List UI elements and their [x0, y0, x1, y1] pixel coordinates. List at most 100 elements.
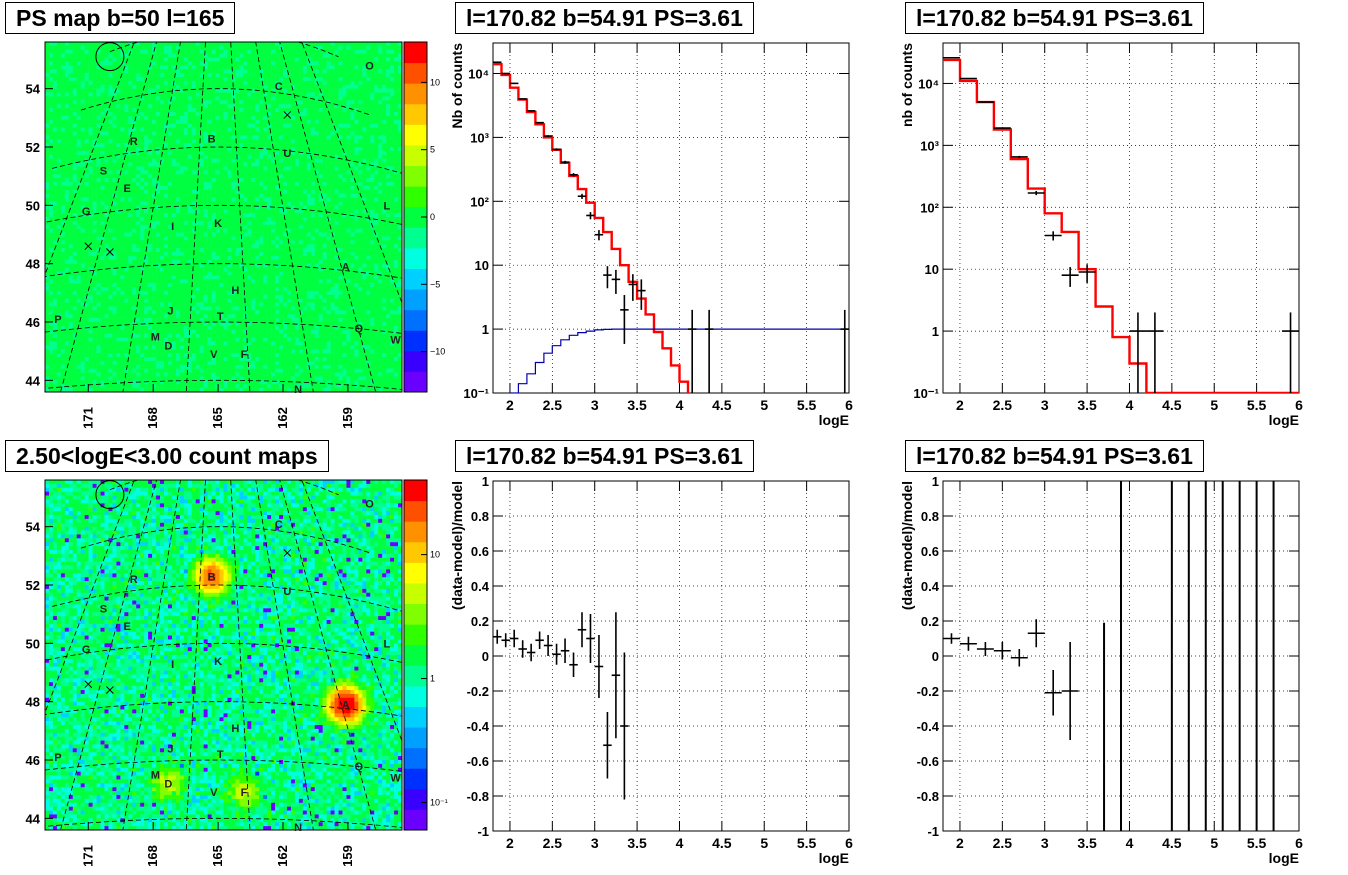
map-cell [203, 189, 208, 194]
map-cell [183, 306, 189, 311]
map-cell [80, 224, 85, 229]
map-cell [152, 248, 157, 253]
map-cell [45, 135, 50, 140]
map-cell [211, 310, 216, 315]
map-cell [104, 80, 109, 86]
map-cell [104, 139, 109, 144]
map-cell [171, 45, 177, 51]
map-cell [207, 364, 212, 369]
map-cell [45, 193, 50, 198]
map-cell [207, 263, 212, 268]
map-cell [183, 49, 189, 54]
map-cell [171, 119, 177, 124]
map-cell [215, 112, 220, 117]
map-cell [235, 349, 240, 354]
map-cell [171, 376, 177, 381]
map-cell [152, 325, 157, 331]
map-cell [187, 96, 193, 101]
map-cell [251, 259, 256, 264]
map-cell [80, 143, 85, 148]
map-cell [72, 248, 78, 253]
map-cell [183, 131, 189, 136]
map-cell [164, 384, 169, 389]
map-cell [104, 279, 109, 284]
map-cell [92, 224, 97, 229]
map-cell [259, 388, 264, 393]
map-cell [160, 302, 165, 307]
map-cell [187, 127, 193, 132]
map-cell [195, 267, 200, 272]
map-cell [116, 92, 121, 97]
map-cell [187, 182, 193, 187]
map-cell [215, 119, 220, 124]
map-cell [247, 193, 252, 198]
map-cell [199, 298, 204, 303]
map-cell [227, 174, 232, 179]
map-cell [96, 244, 101, 249]
map-cell [239, 174, 244, 179]
map-cell [68, 283, 74, 288]
map-cell [183, 42, 189, 47]
map-cell [251, 275, 256, 280]
map-cell [199, 143, 204, 148]
map-cell [52, 349, 58, 354]
map-cell [247, 353, 252, 358]
map-cell [255, 53, 260, 58]
map-cell [136, 100, 141, 105]
map-cell [247, 337, 252, 342]
map-cell [124, 248, 129, 253]
map-cell [96, 193, 101, 198]
map-cell [64, 364, 70, 369]
map-cell [259, 376, 264, 381]
map-cell [255, 329, 260, 334]
map-cell [263, 217, 268, 222]
map-cell [227, 112, 232, 117]
map-cell [227, 217, 232, 222]
map-cell [72, 220, 78, 226]
map-cell [80, 80, 85, 86]
map-cell [207, 150, 212, 156]
map-cell [187, 65, 193, 70]
map-cell [183, 213, 189, 218]
map-cell [136, 287, 141, 292]
map-cell [56, 217, 62, 222]
map-cell [60, 259, 66, 264]
map-cell [72, 96, 78, 101]
map-cell [207, 112, 212, 117]
map-cell [195, 104, 200, 109]
map-cell [56, 283, 62, 288]
map-cell [187, 318, 193, 323]
map-cell [239, 115, 244, 121]
map-cell [179, 357, 185, 362]
map-cell [112, 147, 117, 152]
map-cell [80, 236, 85, 241]
map-cell [156, 271, 161, 276]
map-cell [187, 232, 193, 237]
map-cell [259, 166, 264, 171]
map-cell [56, 49, 62, 54]
map-cell [80, 388, 85, 393]
map-cell [235, 178, 240, 183]
map-cell [239, 368, 244, 373]
map-cell [187, 372, 193, 377]
map-cell [160, 298, 165, 303]
map-cell [251, 294, 256, 299]
map-cell [104, 201, 109, 206]
map-cell [243, 357, 248, 362]
map-cell [108, 349, 113, 354]
map-cell [56, 182, 62, 187]
map-cell [92, 275, 97, 280]
map-cell [203, 341, 208, 346]
map-cell [124, 139, 129, 144]
map-cell [175, 209, 181, 214]
map-cell [259, 213, 264, 218]
map-cell [80, 255, 85, 261]
map-cell [116, 232, 121, 237]
map-cell [88, 306, 93, 311]
map-cell [171, 213, 177, 218]
map-cell [52, 255, 58, 261]
map-cell [140, 325, 145, 331]
map-cell [243, 376, 248, 381]
map-cell [76, 341, 81, 346]
map-cell [48, 220, 54, 226]
